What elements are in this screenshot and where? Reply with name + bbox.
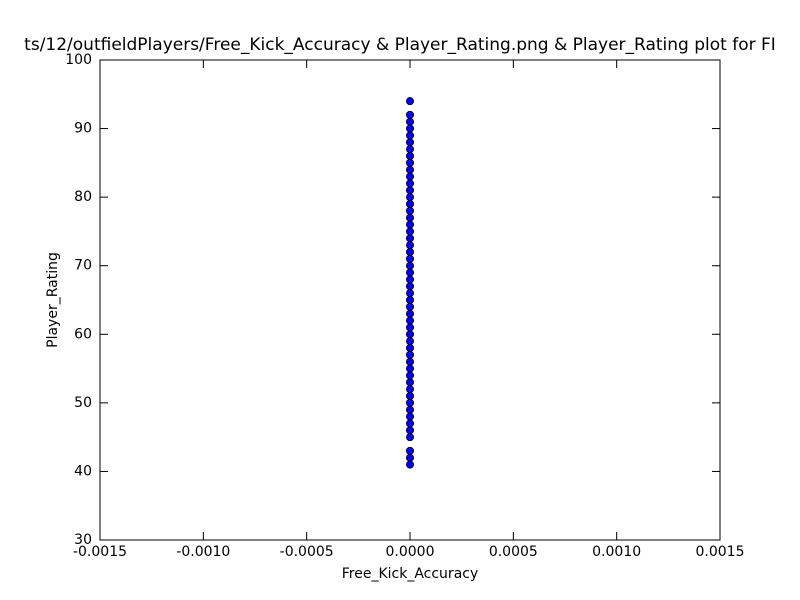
- scatter-point: [405, 378, 414, 387]
- scatter-point: [405, 330, 414, 339]
- y-axis-label: Player_Rating: [45, 252, 61, 348]
- scatter-point: [405, 268, 414, 277]
- x-tick-label: -0.0010: [176, 544, 230, 560]
- scatter-point: [405, 282, 414, 291]
- x-tick-label: 0.0015: [696, 544, 745, 560]
- scatter-point: [405, 289, 414, 298]
- x-tick-label: -0.0005: [280, 544, 334, 560]
- scatter-point: [405, 412, 414, 421]
- scatter-point: [405, 302, 414, 311]
- scatter-point: [405, 97, 414, 106]
- scatter-point: [405, 193, 414, 202]
- y-tick-label: 70: [74, 258, 92, 274]
- scatter-point: [405, 385, 414, 394]
- scatter-point: [405, 227, 414, 236]
- scatter-point: [405, 350, 414, 359]
- scatter-point: [405, 316, 414, 325]
- chart-title: ts/12/outfieldPlayers/Free_Kick_Accuracy…: [24, 35, 776, 55]
- scatter-point: [405, 247, 414, 256]
- scatter-point: [405, 391, 414, 400]
- scatter-point: [405, 261, 414, 270]
- scatter-point: [405, 151, 414, 160]
- scatter-point: [405, 405, 414, 414]
- scatter-point: [405, 398, 414, 407]
- scatter-point: [405, 446, 414, 455]
- scatter-point: [405, 419, 414, 428]
- scatter-point: [405, 206, 414, 215]
- scatter-point: [405, 199, 414, 208]
- scatter-point: [405, 343, 414, 352]
- scatter-point: [405, 138, 414, 147]
- scatter-point: [405, 186, 414, 195]
- scatter-point: [405, 117, 414, 126]
- y-tick-label: 90: [74, 121, 92, 137]
- scatter-point: [405, 275, 414, 284]
- y-tick-label: 100: [65, 52, 92, 68]
- scatter-point: [405, 309, 414, 318]
- scatter-point: [405, 426, 414, 435]
- x-tick-label: 0.0000: [386, 544, 435, 560]
- x-axis-label: Free_Kick_Accuracy: [342, 566, 479, 582]
- x-tick-label: -0.0015: [73, 544, 127, 560]
- scatter-point: [405, 371, 414, 380]
- scatter-point: [405, 364, 414, 373]
- scatter-point: [405, 460, 414, 469]
- y-tick-label: 80: [74, 189, 92, 205]
- scatter-point: [405, 172, 414, 181]
- y-tick-label: 50: [74, 395, 92, 411]
- y-tick-label: 60: [74, 326, 92, 342]
- scatter-point: [405, 453, 414, 462]
- scatter-point: [405, 179, 414, 188]
- scatter-point: [405, 124, 414, 133]
- y-tick-label: 30: [74, 532, 92, 548]
- scatter-point: [405, 213, 414, 222]
- scatter-point: [405, 131, 414, 140]
- x-tick-label: 0.0005: [489, 544, 538, 560]
- scatter-point: [405, 323, 414, 332]
- scatter-point: [405, 241, 414, 250]
- scatter-point: [405, 357, 414, 366]
- scatter-point: [405, 337, 414, 346]
- y-tick-label: 40: [74, 463, 92, 479]
- scatter-point: [405, 220, 414, 229]
- scatter-point: [405, 110, 414, 119]
- scatter-point: [405, 158, 414, 167]
- scatter-point: [405, 295, 414, 304]
- scatter-point: [405, 145, 414, 154]
- scatter-point: [405, 165, 414, 174]
- x-tick-label: 0.0010: [592, 544, 641, 560]
- scatter-point: [405, 254, 414, 263]
- scatter-point: [405, 433, 414, 442]
- plot-area: [405, 97, 414, 469]
- scatter-point: [405, 234, 414, 243]
